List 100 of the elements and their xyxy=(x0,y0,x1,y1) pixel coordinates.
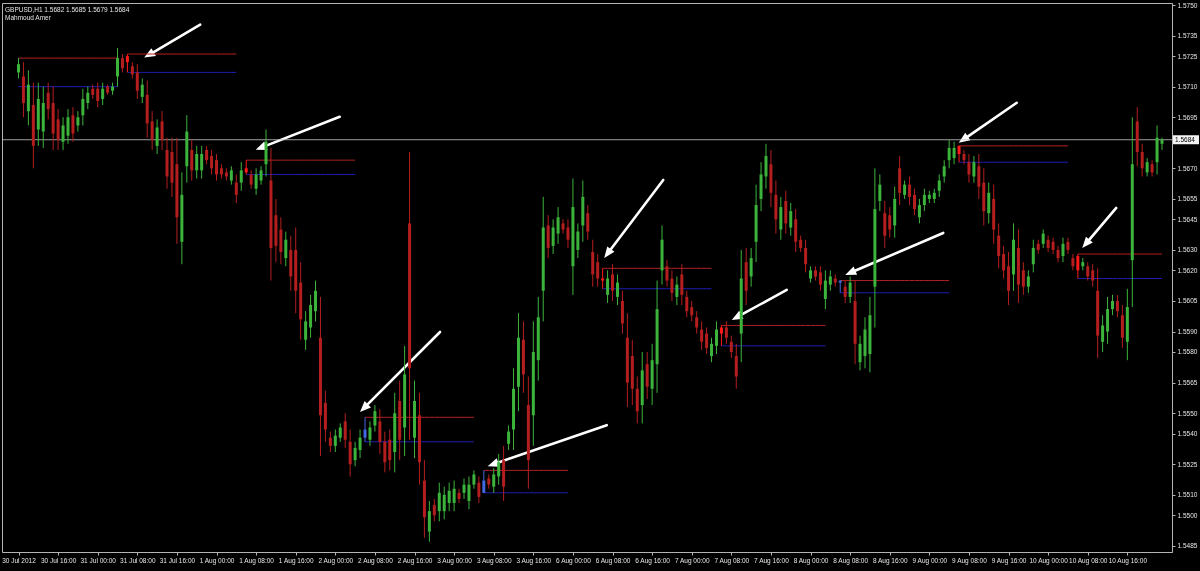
candlestick xyxy=(120,53,124,73)
candlestick xyxy=(1150,159,1154,177)
candlestick xyxy=(883,200,887,249)
candlestick xyxy=(937,173,941,198)
candlestick xyxy=(615,273,619,306)
candlestick xyxy=(76,110,80,133)
candlestick xyxy=(1071,253,1075,271)
candlestick xyxy=(967,153,971,184)
candlestick xyxy=(66,108,70,145)
candlestick xyxy=(284,231,288,267)
candlestick xyxy=(373,404,377,433)
candlestick xyxy=(818,265,822,292)
candlestick xyxy=(462,478,466,500)
candlestick xyxy=(596,253,600,288)
candlestick xyxy=(843,280,847,304)
candlestick xyxy=(635,375,639,424)
candlestick xyxy=(947,139,951,169)
candlestick xyxy=(160,110,164,151)
candlestick xyxy=(942,159,946,184)
candlestick xyxy=(264,129,268,177)
candlestick xyxy=(353,441,357,467)
candlestick xyxy=(135,63,139,100)
candlestick xyxy=(1041,229,1045,249)
candlestick xyxy=(368,420,372,447)
candlestick xyxy=(343,412,347,449)
candlestick xyxy=(205,145,209,165)
candlestick xyxy=(472,469,476,490)
candlestick xyxy=(724,320,728,345)
candlestick xyxy=(259,165,263,186)
candlestick xyxy=(309,294,313,339)
candlestick xyxy=(903,180,907,200)
candlestick xyxy=(794,208,798,253)
candlestick xyxy=(447,482,451,512)
candlestick xyxy=(190,139,194,182)
candlestick xyxy=(125,53,129,73)
candlestick xyxy=(922,188,926,212)
candlestick xyxy=(195,145,199,180)
candlestick xyxy=(556,206,560,245)
candlestick xyxy=(86,86,90,110)
candlestick xyxy=(314,280,318,322)
candlestick xyxy=(1076,253,1080,280)
candlestick xyxy=(46,82,50,120)
candlestick xyxy=(729,335,733,359)
candlestick xyxy=(61,116,65,151)
candlestick xyxy=(734,343,738,390)
candlestick xyxy=(229,165,233,186)
candlestick xyxy=(987,182,991,224)
candlestick xyxy=(457,488,461,504)
candlestick xyxy=(719,324,723,347)
candlestick xyxy=(645,351,649,400)
candlestick xyxy=(338,422,342,443)
candlestick xyxy=(507,424,511,451)
candlestick xyxy=(432,498,436,522)
candlestick xyxy=(1160,137,1164,151)
candlestick xyxy=(101,82,105,106)
candlestick xyxy=(215,153,219,182)
candlestick xyxy=(546,214,550,259)
candlestick xyxy=(363,416,367,443)
candlestick xyxy=(710,337,714,363)
candlestick xyxy=(1120,304,1124,349)
candlestick xyxy=(878,173,882,212)
candlestick xyxy=(467,475,471,510)
candlestick xyxy=(477,475,481,504)
candlestick xyxy=(210,149,214,175)
candlestick xyxy=(952,141,956,165)
candlestick xyxy=(1031,239,1035,273)
candlestick xyxy=(1106,296,1110,345)
candlestick xyxy=(1091,263,1095,288)
candlestick xyxy=(1066,237,1070,255)
candlestick xyxy=(680,263,684,306)
candlestick xyxy=(566,218,570,249)
candlestick xyxy=(116,47,119,88)
candlestick xyxy=(700,320,704,351)
candlestick xyxy=(586,204,590,241)
candlestick xyxy=(823,269,827,310)
candlestick xyxy=(576,222,580,259)
candlestick xyxy=(690,300,694,322)
candlestick xyxy=(665,259,669,288)
candlestick xyxy=(140,78,144,104)
candlestick xyxy=(888,206,892,239)
candlestick xyxy=(912,188,916,216)
candlestick xyxy=(1056,245,1060,263)
candlestick xyxy=(997,222,1001,269)
candlestick xyxy=(81,88,85,126)
candlestick xyxy=(972,155,976,184)
candlestick xyxy=(714,320,718,355)
candlestick xyxy=(1086,261,1090,282)
candlestick xyxy=(1111,294,1114,316)
candlestick xyxy=(239,161,243,192)
candlestick xyxy=(551,218,555,255)
candlestick xyxy=(17,57,20,80)
candlestick xyxy=(611,263,615,302)
candlestick xyxy=(1021,261,1025,296)
candlestick xyxy=(333,429,337,453)
candlestick xyxy=(279,216,283,265)
candlestick xyxy=(917,198,921,224)
candlestick xyxy=(695,310,699,335)
candlestick xyxy=(155,118,159,155)
candlestick xyxy=(908,175,912,206)
candlestick xyxy=(254,167,258,196)
